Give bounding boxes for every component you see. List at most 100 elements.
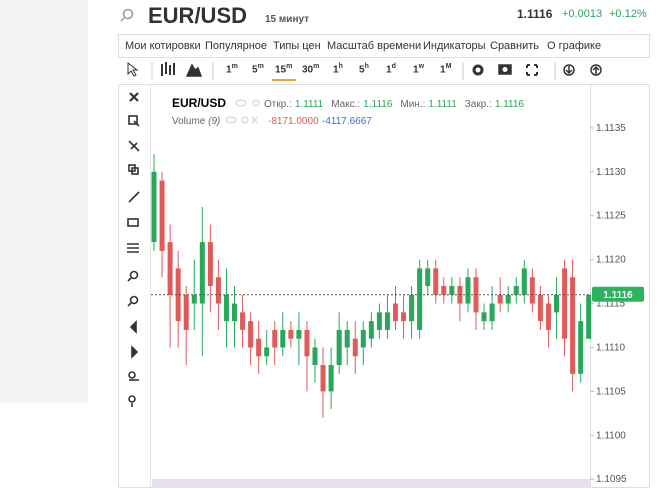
candle-body — [570, 277, 576, 374]
timeframe-unit: m — [313, 63, 320, 70]
timeframe-unit: m — [257, 63, 264, 70]
candle-body — [409, 294, 415, 322]
volume-label: Volume (9) — [172, 116, 220, 127]
timeframe[interactable]: 30m — [302, 63, 319, 75]
timeframe-value: 15 — [275, 64, 287, 76]
menu-item[interactable]: О графике — [547, 40, 602, 52]
candle-body — [256, 338, 262, 357]
candle-body — [393, 303, 398, 322]
timeframe-unit: m — [231, 63, 238, 70]
timeframe-value: 5 — [252, 64, 258, 76]
last-price-box — [592, 286, 644, 302]
timeframe[interactable]: 1w — [413, 63, 424, 75]
candle-body — [376, 312, 382, 330]
menu-item[interactable]: Индикаторы — [423, 40, 486, 52]
volume-value: -8171.0000 — [268, 116, 319, 127]
menu-item[interactable]: Сравнить — [490, 40, 540, 52]
y-tick-label: 1.1105 — [596, 386, 626, 397]
candle-body — [489, 303, 495, 322]
candle-body — [425, 268, 431, 286]
candle-body — [296, 329, 302, 339]
candle-body — [562, 268, 568, 339]
y-tick-label: 1.1095 — [596, 474, 627, 485]
interval: 15 минут — [265, 14, 310, 25]
candle-body — [481, 312, 487, 322]
timeframe-unit: w — [418, 63, 425, 70]
candle-body — [586, 294, 592, 339]
legend-icons — [225, 99, 260, 124]
volume-param: (9) — [208, 116, 220, 127]
candle-body — [465, 277, 471, 304]
active-timeframe-underline — [272, 79, 296, 81]
y-tick-label: 1.1135 — [596, 123, 626, 134]
candle-body — [312, 347, 318, 366]
timeframe-value: 1 — [226, 64, 232, 76]
candle-body — [545, 303, 551, 330]
timeframe[interactable]: 15m — [275, 63, 292, 75]
timeframe-unit: d — [391, 63, 396, 70]
candle-body — [207, 242, 213, 286]
candle-body — [320, 365, 326, 392]
timeframe[interactable]: 5h — [359, 63, 369, 75]
menu-item[interactable]: Масштаб времени — [327, 40, 422, 52]
candle-body — [248, 321, 254, 348]
timeframe-value: 5 — [359, 64, 365, 76]
candle-body — [578, 321, 584, 374]
y-tick-label: 1.1110 — [596, 342, 626, 353]
candle-body — [167, 242, 173, 295]
candle-body — [497, 294, 503, 304]
candle-body — [336, 329, 342, 366]
timeframe-value: 1 — [440, 64, 446, 76]
legend-label: Мин.: — [400, 99, 425, 110]
y-tick-label: 1.1125 — [596, 211, 626, 222]
change: +0.0013 — [562, 8, 603, 20]
timeframe[interactable]: 1M — [440, 63, 451, 75]
timeframe-unit: M — [445, 63, 452, 70]
candle-body — [449, 286, 455, 295]
timeframe-unit: h — [338, 63, 343, 70]
candle-body — [529, 277, 535, 304]
candle-body — [505, 294, 511, 304]
tool-icons — [127, 92, 140, 407]
legend-symbol: EUR/USD — [172, 96, 226, 110]
side-panel — [0, 0, 88, 403]
volume-strip — [152, 479, 590, 488]
candle-body — [328, 365, 334, 392]
candle-body — [368, 321, 374, 339]
volume-name: Volume — [172, 116, 206, 127]
candle-body — [513, 286, 519, 295]
candle-body — [280, 329, 286, 348]
timeframe[interactable]: 1d — [386, 63, 396, 75]
candle-body — [151, 171, 157, 243]
timeframe-value: 1 — [333, 64, 339, 76]
timeframe-value: 30 — [302, 64, 314, 76]
price: 1.1116 — [517, 7, 553, 21]
symbol: EUR/USD — [148, 3, 248, 28]
candle-body — [240, 312, 246, 330]
search-icon[interactable] — [122, 8, 134, 20]
chart-frame — [118, 84, 650, 488]
candle-body — [272, 329, 278, 348]
menu-item[interactable]: Мои котировки — [125, 40, 201, 52]
menu-item[interactable]: Типы цен — [273, 40, 321, 52]
timeframe-unit: h — [364, 63, 369, 70]
candle-body — [288, 329, 294, 339]
candle-body — [199, 242, 205, 304]
candle-body — [175, 268, 181, 322]
candle-body — [304, 329, 310, 357]
menu-bar: Мои котировки Популярное Типы цен Масштаб в… — [118, 34, 650, 58]
timeframe[interactable]: 1m — [226, 63, 238, 75]
candle-body — [401, 312, 407, 322]
candle-body — [183, 294, 189, 330]
candle-body — [417, 268, 423, 330]
toolbar-icons — [127, 61, 602, 80]
candle-body — [191, 294, 197, 304]
timeframe[interactable]: 5m — [252, 63, 264, 75]
timeframe[interactable]: 1h — [333, 63, 343, 75]
y-tick-label: 1.1115 — [596, 299, 626, 310]
y-tick-label: 1.1130 — [596, 167, 626, 178]
legend-value: 1.1111 — [295, 99, 324, 110]
legend-value: 1.1116 — [363, 99, 393, 110]
menu-item[interactable]: Популярное — [205, 40, 268, 52]
